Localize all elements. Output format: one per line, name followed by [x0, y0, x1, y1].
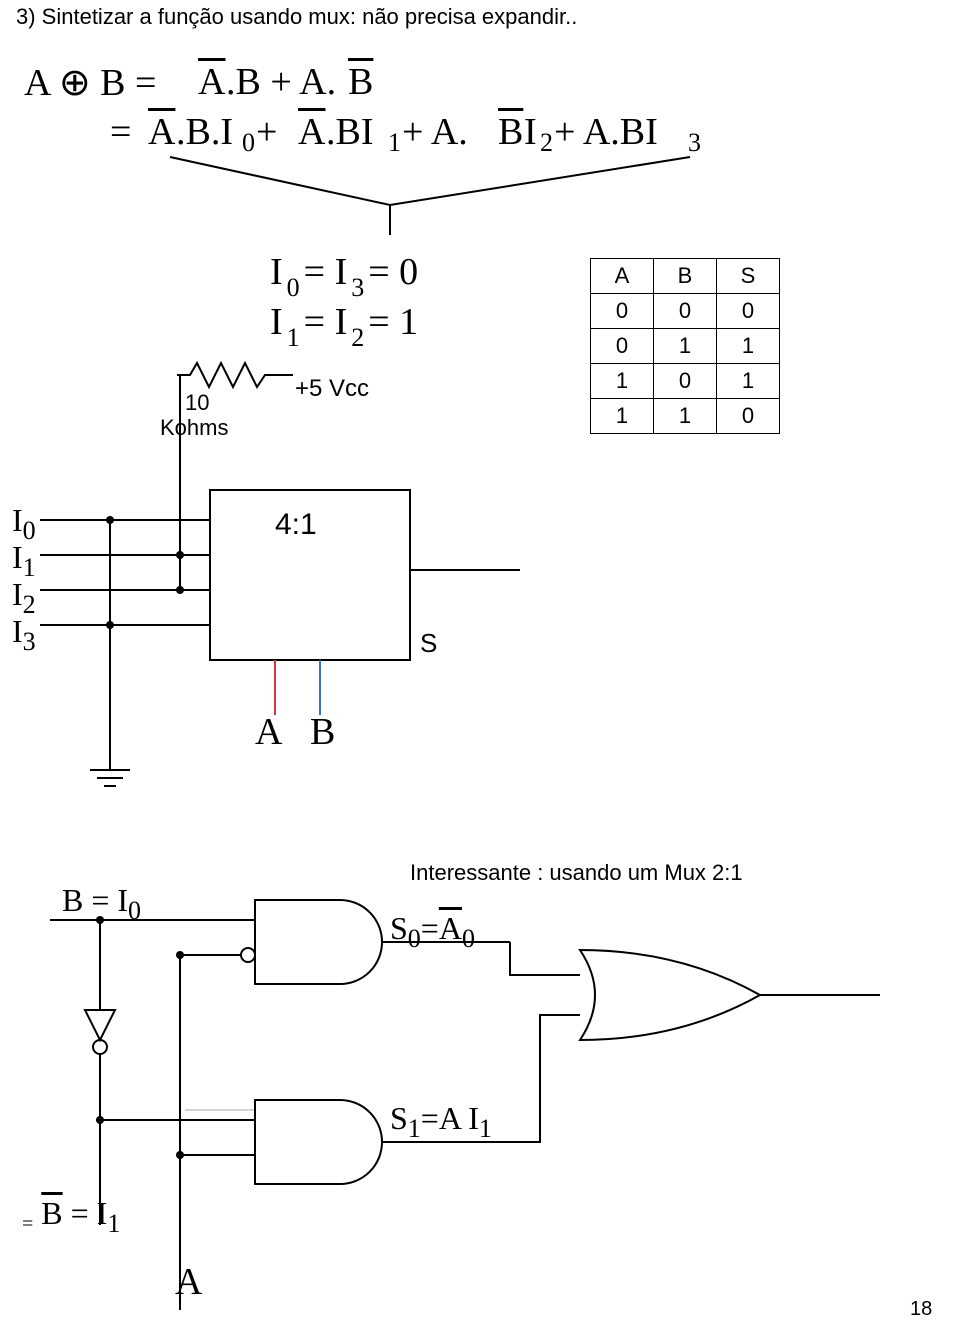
mux-in-i0: I0 — [12, 502, 36, 539]
eq2-t2b: .BI — [326, 110, 374, 154]
eq2-t3: B — [498, 110, 523, 154]
eq1-lhs: A ⊕ B = — [24, 60, 156, 105]
eq2-pre: = — [110, 110, 131, 154]
ieq2-i: I — [270, 301, 283, 343]
eq2-t1sub: 0 — [242, 128, 255, 158]
sel-a: A — [255, 710, 282, 754]
ieq2-sub2: 2 — [351, 323, 364, 352]
th-s: S — [717, 259, 780, 294]
eq2-plus2: + A. — [402, 110, 468, 154]
eq2-t2sub: 1 — [388, 128, 401, 158]
ieq1-i: I — [270, 251, 283, 293]
eq2-plus3: + A.BI — [554, 110, 658, 154]
eq2-t3sub3: 3 — [688, 128, 701, 158]
eq2-t1b: .B.I — [176, 110, 233, 154]
ieq1-sub0: 0 — [287, 273, 300, 302]
eq2-t2: A — [298, 110, 325, 154]
ieq1-mid: = I — [304, 251, 348, 293]
table-row: A B S — [591, 259, 780, 294]
ieq2-tail: = 1 — [368, 301, 418, 343]
truth-table: A B S 0 0 0 0 1 1 1 0 1 1 1 0 — [590, 258, 780, 434]
eq1-mid: .B + A. — [226, 60, 336, 104]
table-row: 0 0 0 — [591, 294, 780, 329]
table-row: 1 1 0 — [591, 399, 780, 434]
mux-2to1-diagram — [40, 880, 920, 1320]
eq2-t3sub: 2 — [540, 128, 553, 158]
eq2-t3b: I — [524, 110, 537, 154]
ieq1-sub3: 3 — [351, 273, 364, 302]
eq2-t1: A — [148, 110, 175, 154]
table-row: 1 0 1 — [591, 364, 780, 399]
ieq2-sub1: 1 — [287, 323, 300, 352]
ieq2-mid: = I — [304, 301, 348, 343]
sel-b: B — [310, 710, 335, 754]
table-row: 0 1 1 — [591, 329, 780, 364]
eq1-t1: A — [198, 60, 225, 104]
eq2-plus1: + — [256, 110, 277, 154]
th-a: A — [591, 259, 654, 294]
ieq1-tail: = 0 — [368, 251, 418, 293]
eq1-t2: B — [348, 60, 373, 104]
mux-out-s: S — [420, 628, 437, 659]
th-b: B — [654, 259, 717, 294]
mux-41-label: 4:1 — [275, 508, 317, 542]
eq-underline-v — [160, 155, 700, 245]
heading: 3) Sintetizar a função usando mux: não p… — [16, 4, 577, 30]
